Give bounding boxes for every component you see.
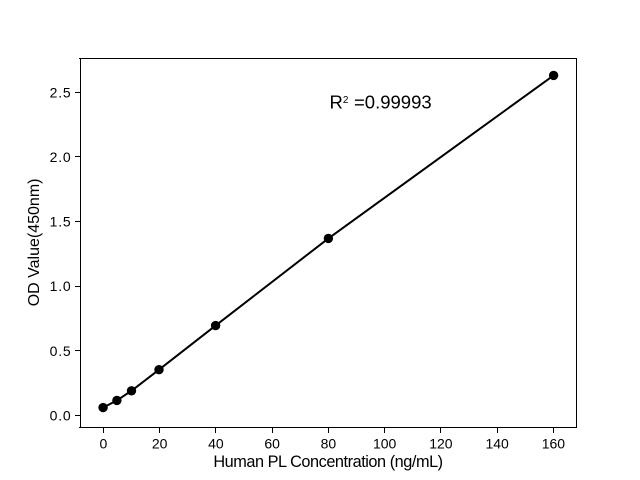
svg-text:40: 40 [208,436,224,452]
svg-text:OD Value(450nm): OD Value(450nm) [26,179,43,307]
svg-text:0.0: 0.0 [50,407,72,423]
svg-text:2.0: 2.0 [50,149,72,165]
svg-text:2.5: 2.5 [50,85,72,101]
svg-text:160: 160 [542,436,566,452]
svg-text:Human PL Concentration (ng/mL): Human PL Concentration (ng/mL) [213,453,442,471]
svg-text:1.0: 1.0 [50,278,72,294]
svg-text:120: 120 [429,436,453,452]
svg-text:140: 140 [485,436,509,452]
svg-text:0: 0 [100,436,108,452]
svg-text:1.5: 1.5 [50,214,72,230]
svg-text:=0.99993: =0.99993 [354,92,432,113]
svg-text:0.5: 0.5 [50,343,72,359]
svg-text:20: 20 [152,436,168,452]
svg-text:80: 80 [321,436,337,452]
svg-text:60: 60 [264,436,280,452]
svg-text:100: 100 [373,436,397,452]
